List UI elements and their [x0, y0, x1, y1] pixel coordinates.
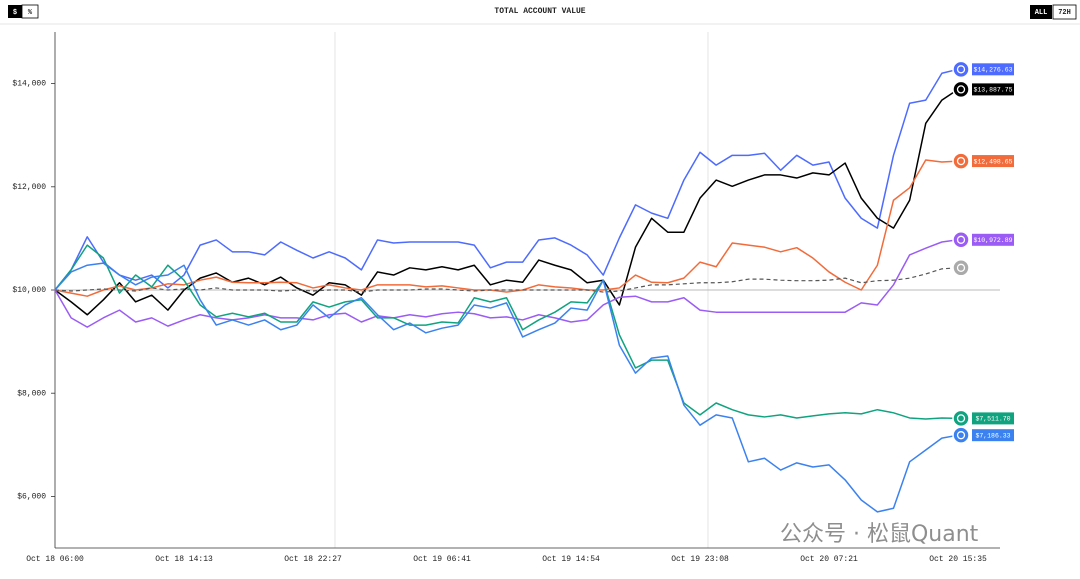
series-icon	[952, 426, 970, 444]
x-tick-label: Oct 20 15:35	[929, 555, 987, 564]
x-tick-label: Oct 20 07:21	[800, 555, 858, 564]
watermark: 公众号 · 松鼠Quant	[780, 522, 979, 547]
range-button-label[interactable]: ALL	[1035, 9, 1048, 17]
series-icon-mark	[956, 65, 966, 74]
x-tick-label: Oct 18 14:13	[155, 555, 213, 564]
end-label-box	[972, 155, 1014, 168]
x-tick-label: Oct 19 23:08	[671, 555, 729, 564]
range-button-label[interactable]: 72H	[1058, 9, 1071, 17]
series-icon	[952, 60, 970, 79]
series-icon-mark	[956, 156, 966, 166]
series-line	[54, 68, 959, 291]
x-tick-label: Oct 18 22:27	[284, 555, 342, 564]
series-icon-mark	[956, 414, 966, 423]
series-line	[54, 262, 959, 513]
chart-title: TOTAL ACCOUNT VALUE	[494, 7, 585, 16]
unit-button[interactable]	[21, 4, 39, 19]
series-icon	[952, 152, 970, 170]
end-label: $10,972.89	[973, 237, 1012, 244]
x-tick-label: Oct 18 06:00	[26, 555, 84, 564]
series-icon	[952, 80, 970, 99]
unit-button-label[interactable]: %	[28, 9, 33, 17]
series-line	[54, 244, 959, 420]
series-icon-mark	[956, 263, 966, 272]
end-label: $7,186.33	[975, 432, 1010, 439]
unit-button-label[interactable]: $	[13, 9, 17, 17]
end-label-box	[972, 429, 1014, 442]
series-line	[54, 88, 959, 316]
series-icon	[952, 409, 970, 428]
end-label: $7,511.70	[975, 416, 1010, 423]
end-label-box	[972, 233, 1014, 246]
y-tick-label: $6,000	[17, 493, 46, 502]
end-label-box	[972, 412, 1014, 425]
x-tick-label: Oct 19 06:41	[413, 555, 471, 564]
range-button[interactable]	[1052, 4, 1077, 20]
x-tick-label: Oct 19 14:54	[542, 555, 600, 564]
series-icon-mark	[956, 85, 966, 94]
end-label: $12,498.65	[973, 158, 1012, 165]
unit-button[interactable]	[8, 5, 22, 18]
series-icon-mark	[956, 235, 966, 244]
end-label: $13,887.75	[973, 87, 1012, 94]
range-button[interactable]	[1030, 5, 1052, 19]
series-icon	[952, 231, 970, 249]
end-label-box	[972, 83, 1014, 96]
end-label: $14,276.63	[973, 67, 1012, 74]
series-line	[54, 239, 959, 328]
y-tick-label: $10,000	[12, 286, 46, 295]
series-icon	[952, 259, 970, 277]
y-tick-label: $8,000	[17, 389, 46, 398]
series-icon-mark	[956, 431, 966, 440]
y-tick-label: $14,000	[12, 80, 46, 89]
series-line	[54, 159, 959, 297]
end-label-box	[972, 63, 1014, 76]
y-tick-label: $12,000	[12, 183, 46, 192]
